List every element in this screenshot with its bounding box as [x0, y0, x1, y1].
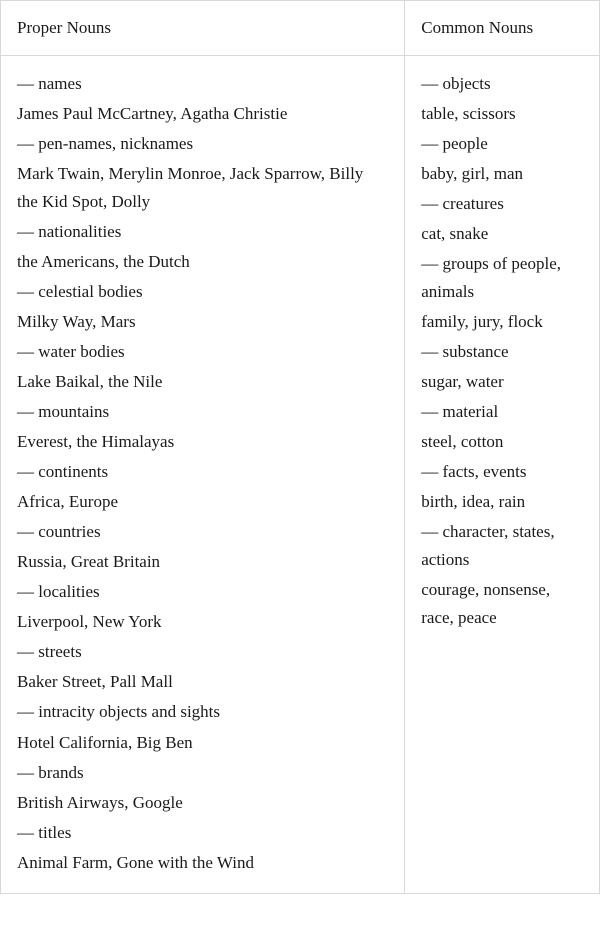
cell-proper-nouns: — namesJames Paul McCartney, Agatha Chri… [1, 55, 405, 893]
left-category: — mountains [17, 398, 388, 426]
left-examples: Everest, the Himalayas [17, 428, 388, 456]
left-category: — water bodies [17, 338, 388, 366]
left-category: — nationalities [17, 218, 388, 246]
cell-common-nouns: — objectstable, scissors— peoplebaby, gi… [405, 55, 600, 893]
right-category: — people [421, 130, 583, 158]
header-proper-nouns: Proper Nouns [1, 1, 405, 56]
left-category: — continents [17, 458, 388, 486]
left-examples: Russia, Great Britain [17, 548, 388, 576]
left-examples: Lake Baikal, the Nile [17, 368, 388, 396]
right-examples: cat, snake [421, 220, 583, 248]
table-header-row: Proper Nouns Common Nouns [1, 1, 600, 56]
right-category: — facts, events [421, 458, 583, 486]
left-examples: British Airways, Google [17, 789, 388, 817]
left-category: — pen-names, nicknames [17, 130, 388, 158]
right-category: — groups of people, animals [421, 250, 583, 306]
left-category: — streets [17, 638, 388, 666]
left-category: — countries [17, 518, 388, 546]
left-examples: Africa, Europe [17, 488, 388, 516]
left-category: — names [17, 70, 388, 98]
right-examples: family, jury, flock [421, 308, 583, 336]
left-examples: the Americans, the Dutch [17, 248, 388, 276]
right-category: — objects [421, 70, 583, 98]
right-category: — character, states, actions [421, 518, 583, 574]
left-examples: Animal Farm, Gone with the Wind [17, 849, 388, 877]
left-category: — celestial bodies [17, 278, 388, 306]
left-category: — intracity objects and sights [17, 698, 388, 726]
right-category: — material [421, 398, 583, 426]
right-examples: sugar, water [421, 368, 583, 396]
right-category: — creatures [421, 190, 583, 218]
left-examples: Baker Street, Pall Mall [17, 668, 388, 696]
left-category: — brands [17, 759, 388, 787]
table-body-row: — namesJames Paul McCartney, Agatha Chri… [1, 55, 600, 893]
left-category: — localities [17, 578, 388, 606]
left-examples: Milky Way, Mars [17, 308, 388, 336]
left-examples: Liverpool, New York [17, 608, 388, 636]
left-examples: Mark Twain, Merylin Monroe, Jack Sparrow… [17, 160, 388, 216]
left-examples: Hotel California, Big Ben [17, 729, 388, 757]
right-examples: birth, idea, rain [421, 488, 583, 516]
left-examples: James Paul McCartney, Agatha Christie [17, 100, 388, 128]
header-common-nouns: Common Nouns [405, 1, 600, 56]
right-examples: courage, nonsense, race, peace [421, 576, 583, 632]
nouns-table: Proper Nouns Common Nouns — namesJames P… [0, 0, 600, 894]
right-category: — substance [421, 338, 583, 366]
left-category: — titles [17, 819, 388, 847]
right-examples: table, scissors [421, 100, 583, 128]
right-examples: baby, girl, man [421, 160, 583, 188]
right-examples: steel, cotton [421, 428, 583, 456]
